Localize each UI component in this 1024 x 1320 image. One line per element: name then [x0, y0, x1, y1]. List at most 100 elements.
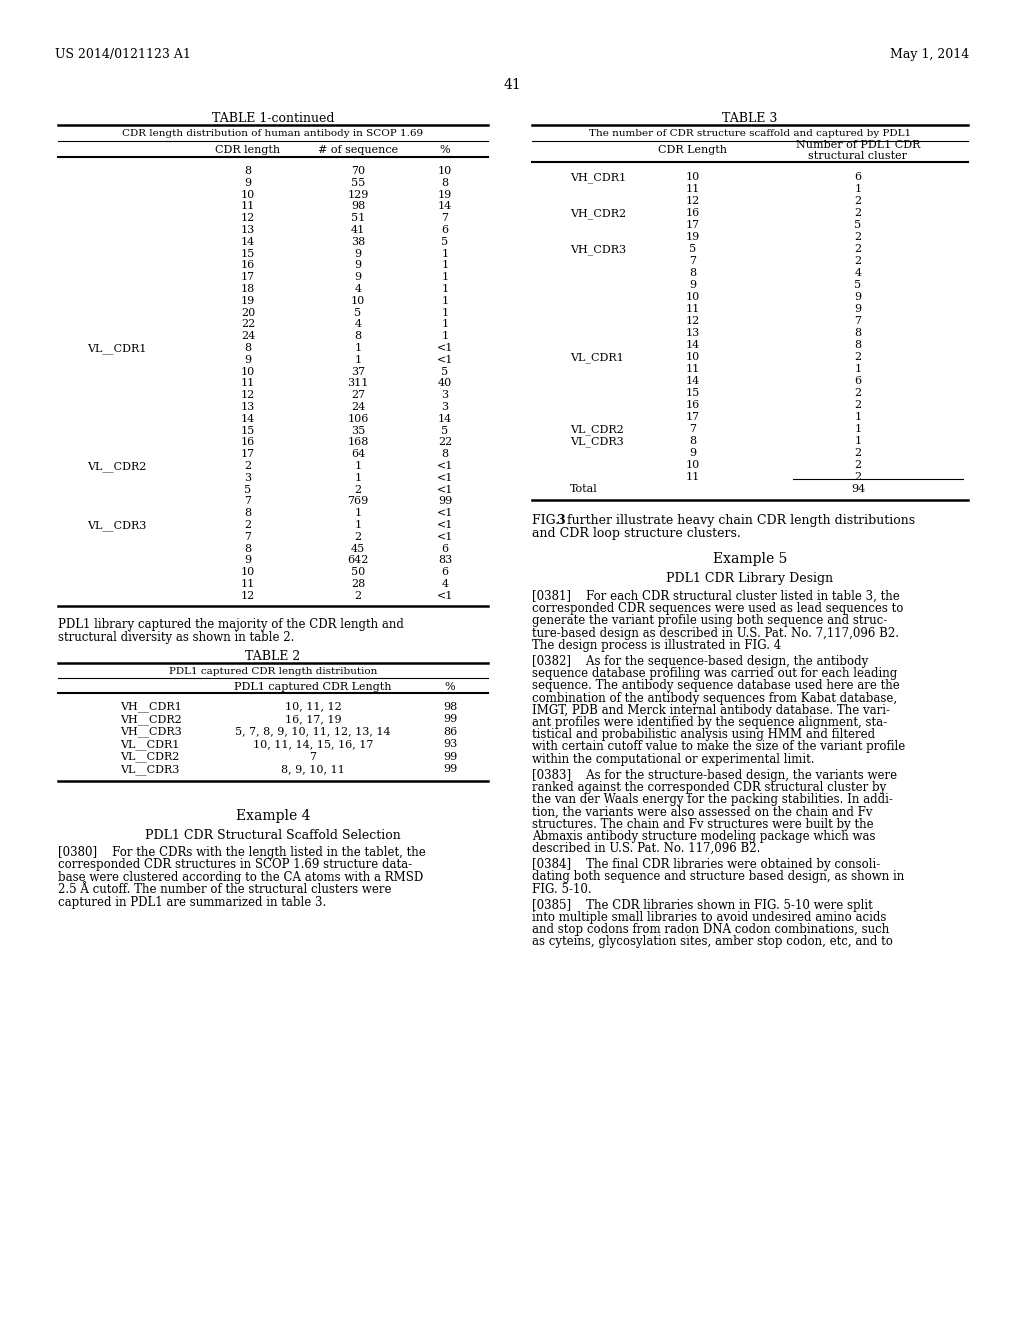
Text: 3: 3: [556, 513, 564, 527]
Text: 10: 10: [241, 568, 255, 577]
Text: <1: <1: [437, 484, 454, 495]
Text: 19: 19: [241, 296, 255, 306]
Text: 11: 11: [686, 183, 700, 194]
Text: 2: 2: [854, 447, 861, 458]
Text: 1: 1: [854, 364, 861, 374]
Text: within the computational or experimental limit.: within the computational or experimental…: [532, 752, 814, 766]
Text: 16: 16: [241, 437, 255, 447]
Text: Total: Total: [570, 484, 598, 494]
Text: 24: 24: [351, 403, 366, 412]
Text: 8: 8: [854, 341, 861, 350]
Text: 9: 9: [354, 260, 361, 271]
Text: IMGT, PDB and Merck internal antibody database. The vari-: IMGT, PDB and Merck internal antibody da…: [532, 704, 890, 717]
Text: 99: 99: [438, 496, 453, 507]
Text: 129: 129: [347, 190, 369, 199]
Text: base were clustered according to the CA atoms with a RMSD: base were clustered according to the CA …: [58, 871, 423, 883]
Text: 12: 12: [241, 391, 255, 400]
Text: structural diversity as shown in table 2.: structural diversity as shown in table 2…: [58, 631, 294, 644]
Text: 12: 12: [241, 591, 255, 601]
Text: 1: 1: [854, 436, 861, 446]
Text: The design process is illustrated in FIG. 4: The design process is illustrated in FIG…: [532, 639, 781, 652]
Text: 99: 99: [442, 764, 457, 774]
Text: 8: 8: [245, 544, 252, 553]
Text: 1: 1: [854, 424, 861, 434]
Text: 70: 70: [351, 166, 366, 176]
Text: 13: 13: [686, 327, 700, 338]
Text: [0383]    As for the structure-based design, the variants were: [0383] As for the structure-based design…: [532, 768, 897, 781]
Text: 12: 12: [686, 315, 700, 326]
Text: 11: 11: [241, 579, 255, 589]
Text: 1: 1: [441, 296, 449, 306]
Text: 1: 1: [354, 343, 361, 352]
Text: 17: 17: [686, 220, 700, 230]
Text: 15: 15: [241, 425, 255, 436]
Text: 2: 2: [854, 232, 861, 242]
Text: 10: 10: [351, 296, 366, 306]
Text: 17: 17: [241, 272, 255, 282]
Text: 5: 5: [245, 484, 252, 495]
Text: 27: 27: [351, 391, 366, 400]
Text: 55: 55: [351, 178, 366, 187]
Text: 168: 168: [347, 437, 369, 447]
Text: the van der Waals energy for the packing stabilities. In addi-: the van der Waals energy for the packing…: [532, 793, 893, 807]
Text: VH__CDR1: VH__CDR1: [120, 702, 181, 713]
Text: combination of the antibody sequences from Kabat database,: combination of the antibody sequences fr…: [532, 692, 897, 705]
Text: described in U.S. Pat. No. 117,096 B2.: described in U.S. Pat. No. 117,096 B2.: [532, 842, 761, 855]
Text: [0381]    For each CDR structural cluster listed in table 3, the: [0381] For each CDR structural cluster l…: [532, 590, 900, 603]
Text: 1: 1: [854, 412, 861, 422]
Text: 2: 2: [854, 400, 861, 411]
Text: 93: 93: [442, 739, 457, 750]
Text: 11: 11: [686, 473, 700, 482]
Text: 7: 7: [854, 315, 861, 326]
Text: 6: 6: [441, 544, 449, 553]
Text: Abmaxis antibody structure modeling package which was: Abmaxis antibody structure modeling pack…: [532, 830, 876, 842]
Text: <1: <1: [437, 461, 454, 471]
Text: <1: <1: [437, 520, 454, 531]
Text: 40: 40: [438, 379, 453, 388]
Text: VH__CDR3: VH__CDR3: [120, 726, 181, 738]
Text: 18: 18: [241, 284, 255, 294]
Text: 4: 4: [354, 284, 361, 294]
Text: further illustrate heavy chain CDR length distributions: further illustrate heavy chain CDR lengt…: [563, 513, 915, 527]
Text: VL_CDR3: VL_CDR3: [570, 436, 624, 446]
Text: as cyteins, glycosylation sites, amber stop codon, etc, and to: as cyteins, glycosylation sites, amber s…: [532, 936, 893, 948]
Text: 1: 1: [854, 183, 861, 194]
Text: 22: 22: [438, 437, 453, 447]
Text: 64: 64: [351, 449, 366, 459]
Text: 6: 6: [854, 376, 861, 385]
Text: 1: 1: [354, 520, 361, 531]
Text: 41: 41: [503, 78, 521, 92]
Text: 7: 7: [689, 256, 696, 267]
Text: PDL1 CDR Library Design: PDL1 CDR Library Design: [667, 572, 834, 585]
Text: dating both sequence and structure based design, as shown in: dating both sequence and structure based…: [532, 870, 904, 883]
Text: captured in PDL1 are summarized in table 3.: captured in PDL1 are summarized in table…: [58, 895, 327, 908]
Text: 19: 19: [686, 232, 700, 242]
Text: 4: 4: [354, 319, 361, 330]
Text: VH_CDR2: VH_CDR2: [570, 209, 626, 219]
Text: 1: 1: [441, 308, 449, 318]
Text: VL_CDR1: VL_CDR1: [570, 352, 624, 363]
Text: 10: 10: [438, 166, 453, 176]
Text: US 2014/0121123 A1: US 2014/0121123 A1: [55, 48, 190, 61]
Text: Example 5: Example 5: [713, 552, 787, 566]
Text: 51: 51: [351, 214, 366, 223]
Text: %: %: [444, 681, 456, 692]
Text: 20: 20: [241, 308, 255, 318]
Text: 98: 98: [351, 202, 366, 211]
Text: ranked against the corresponded CDR structural cluster by: ranked against the corresponded CDR stru…: [532, 781, 886, 795]
Text: structures. The chain and Fv structures were built by the: structures. The chain and Fv structures …: [532, 817, 873, 830]
Text: PDL1 captured CDR Length: PDL1 captured CDR Length: [234, 681, 392, 692]
Text: VL__CDR3: VL__CDR3: [87, 520, 146, 531]
Text: 8, 9, 10, 11: 8, 9, 10, 11: [282, 764, 345, 774]
Text: 2: 2: [354, 532, 361, 541]
Text: 1: 1: [354, 473, 361, 483]
Text: 83: 83: [438, 556, 453, 565]
Text: 94: 94: [851, 484, 865, 494]
Text: 13: 13: [241, 224, 255, 235]
Text: [0380]    For the CDRs with the length listed in the tablet, the: [0380] For the CDRs with the length list…: [58, 846, 426, 858]
Text: <1: <1: [437, 532, 454, 541]
Text: <1: <1: [437, 591, 454, 601]
Text: 11: 11: [241, 202, 255, 211]
Text: 8: 8: [441, 449, 449, 459]
Text: 2: 2: [854, 388, 861, 399]
